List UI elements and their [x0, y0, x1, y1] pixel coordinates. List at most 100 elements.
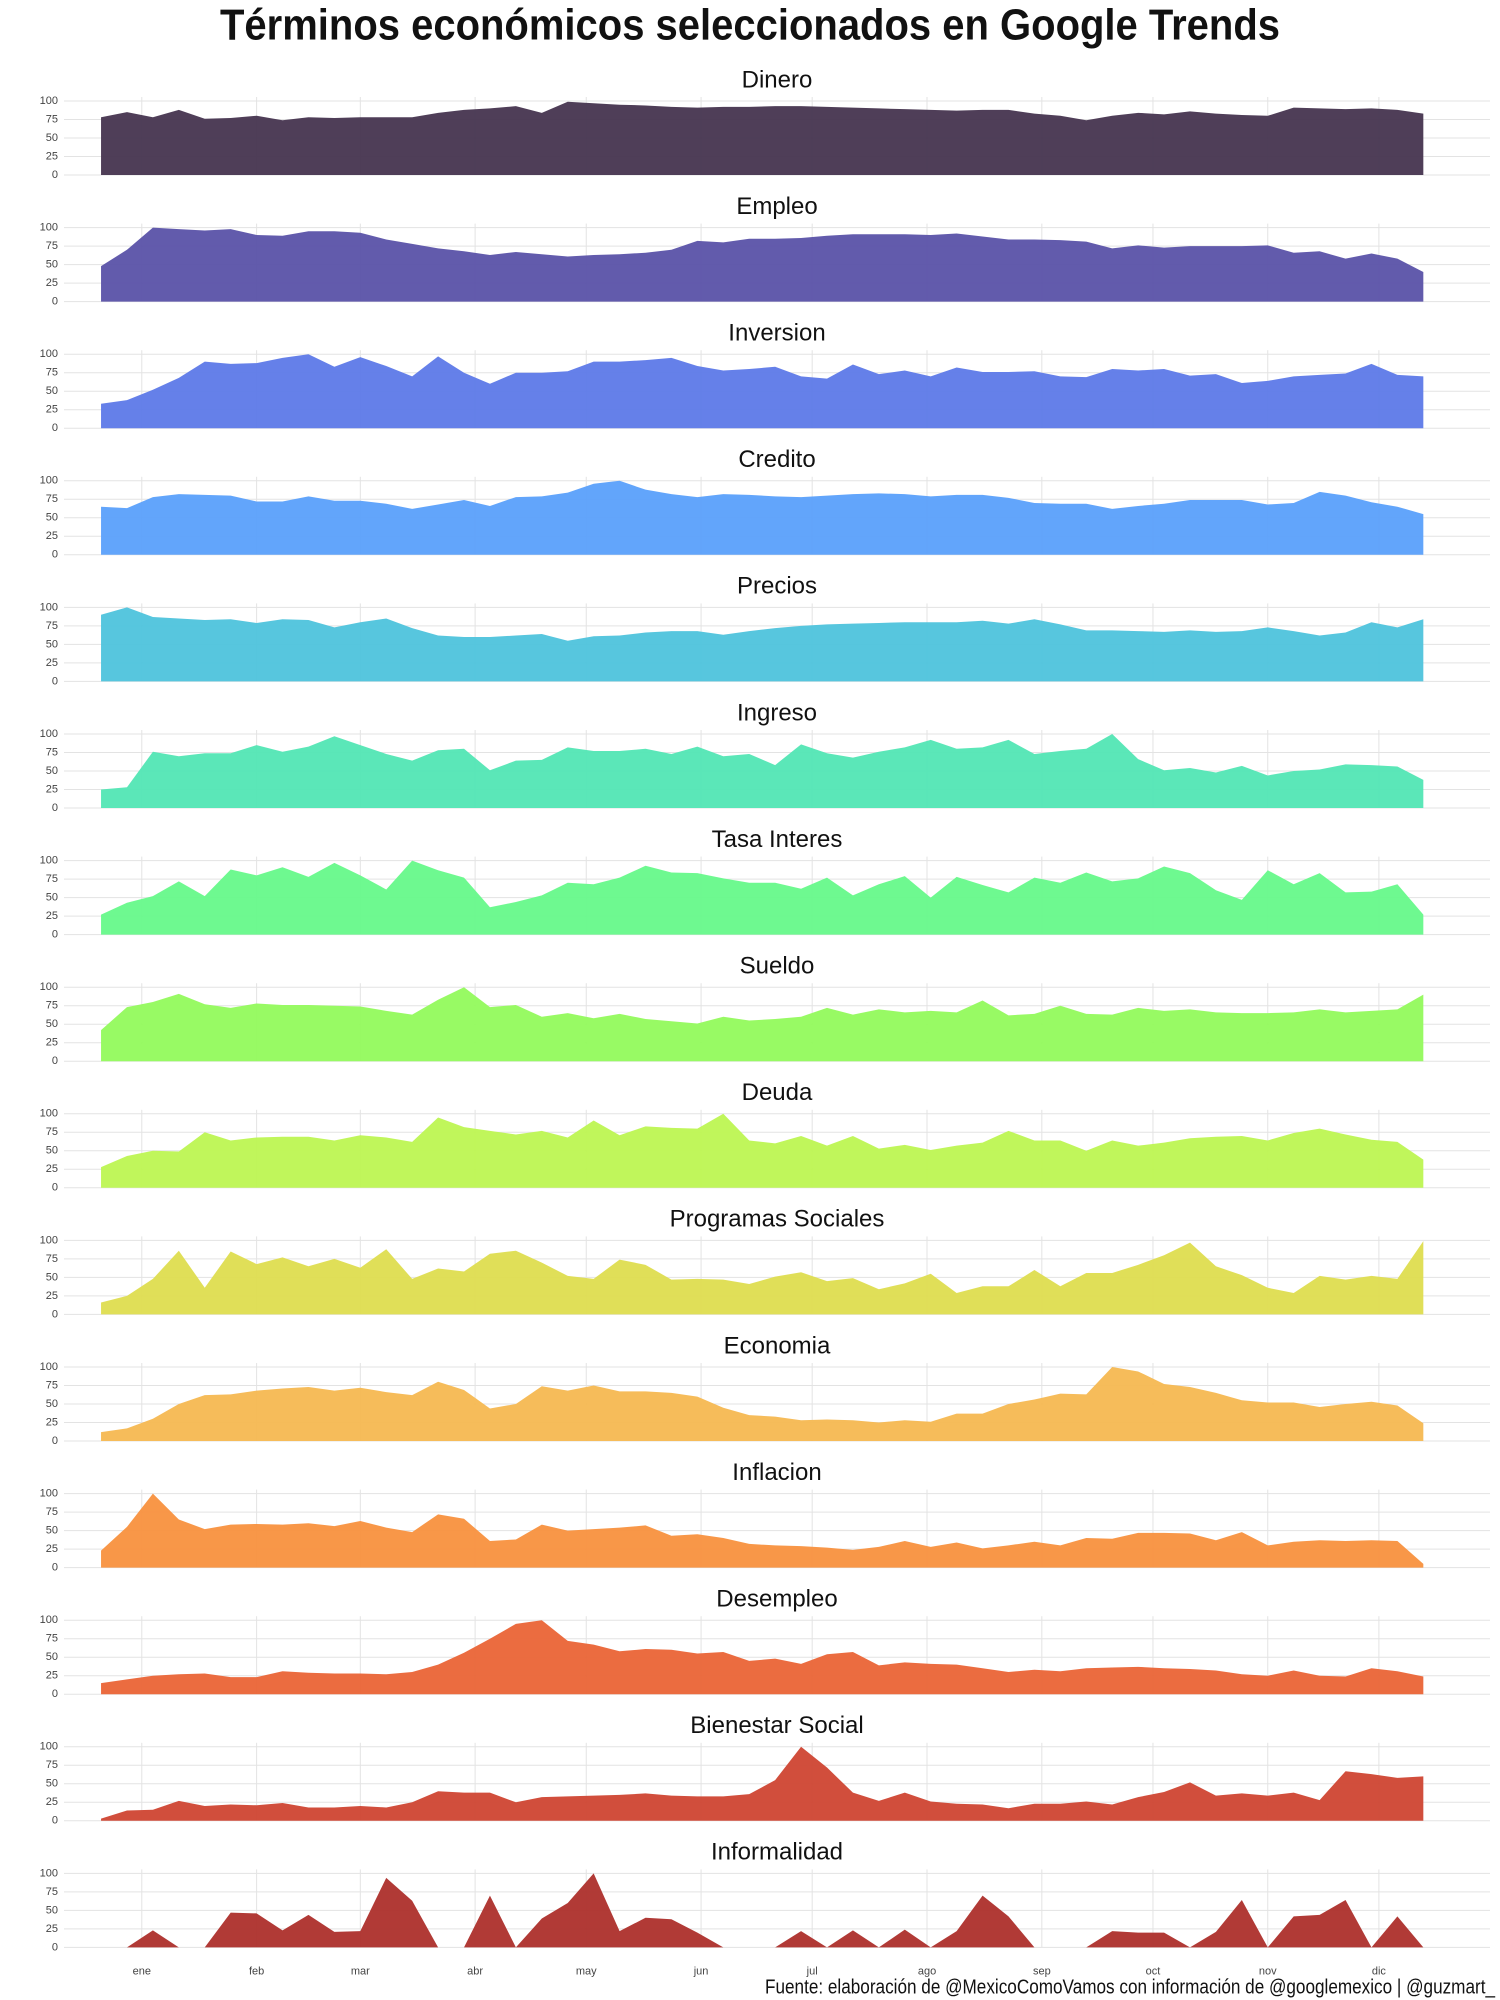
- panel-title: Precios: [737, 573, 817, 600]
- y-tick-label: 75: [46, 1000, 58, 1012]
- x-tick-label: ene: [133, 1965, 151, 1977]
- panel-title: Dinero: [742, 66, 813, 93]
- y-tick-label: 75: [46, 367, 58, 379]
- y-tick-label: 25: [46, 1923, 58, 1935]
- y-tick-label: 75: [46, 1379, 58, 1391]
- x-tick-label: abr: [467, 1965, 483, 1977]
- y-tick-label: 50: [46, 1904, 58, 1916]
- y-tick-label: 100: [40, 981, 58, 993]
- y-tick-label: 50: [46, 638, 58, 650]
- caption: Fuente: elaboración de @MexicoComoVamos …: [765, 1976, 1496, 1998]
- y-tick-label: 50: [46, 892, 58, 904]
- y-tick-label: 50: [46, 1651, 58, 1663]
- y-tick-label: 25: [46, 1037, 58, 1049]
- y-tick-label: 100: [40, 475, 58, 487]
- y-tick-label: 75: [46, 1633, 58, 1645]
- area: [101, 607, 1424, 682]
- x-tick-label: dic: [1372, 1965, 1387, 1977]
- panel-title: Empleo: [736, 193, 817, 220]
- y-tick-label: 100: [40, 222, 58, 234]
- panel-title: Credito: [738, 446, 815, 473]
- panel-title: Inflacion: [732, 1459, 821, 1486]
- area: [101, 480, 1424, 555]
- y-tick-label: 25: [46, 1290, 58, 1302]
- area: [101, 1746, 1424, 1821]
- area: [101, 101, 1424, 175]
- x-tick-label: sep: [1033, 1965, 1051, 1977]
- panel-title: Bienestar Social: [690, 1712, 863, 1739]
- x-tick-label: jul: [806, 1965, 818, 1977]
- y-tick-label: 25: [46, 1163, 58, 1175]
- y-tick-label: 0: [52, 1182, 58, 1194]
- chart-title: Términos económicos seleccionados en Goo…: [220, 1, 1280, 50]
- area: [101, 1620, 1424, 1695]
- y-tick-label: 100: [40, 1741, 58, 1753]
- area: [101, 1493, 1424, 1568]
- y-tick-label: 50: [46, 1018, 58, 1030]
- y-tick-label: 100: [40, 1361, 58, 1373]
- panel-title: Economia: [724, 1332, 831, 1359]
- x-tick-label: oct: [1146, 1965, 1161, 1977]
- y-tick-label: 75: [46, 493, 58, 505]
- area: [101, 734, 1424, 808]
- y-tick-label: 50: [46, 1271, 58, 1283]
- y-tick-label: 100: [40, 728, 58, 740]
- panel-title: Tasa Interes: [712, 826, 843, 853]
- y-tick-label: 0: [52, 1055, 58, 1067]
- y-tick-label: 75: [46, 873, 58, 885]
- y-tick-label: 75: [46, 240, 58, 252]
- y-tick-label: 25: [46, 1670, 58, 1682]
- y-tick-label: 25: [46, 150, 58, 162]
- y-tick-label: 75: [46, 746, 58, 758]
- area: [101, 227, 1424, 302]
- y-tick-label: 100: [40, 348, 58, 360]
- y-tick-label: 0: [52, 675, 58, 687]
- y-tick-label: 25: [46, 277, 58, 289]
- y-tick-label: 100: [40, 855, 58, 867]
- area: [101, 860, 1424, 935]
- panel-title: Desempleo: [716, 1586, 837, 1613]
- y-tick-label: 50: [46, 1398, 58, 1410]
- y-tick-label: 100: [40, 1488, 58, 1500]
- y-tick-label: 50: [46, 259, 58, 271]
- y-tick-label: 75: [46, 1886, 58, 1898]
- panel-title: Deuda: [742, 1079, 813, 1106]
- area: [101, 987, 1424, 1062]
- panel-title: Sueldo: [740, 953, 815, 980]
- y-tick-label: 100: [40, 95, 58, 107]
- area: [101, 1113, 1424, 1188]
- y-tick-label: 0: [52, 1941, 58, 1953]
- y-tick-label: 75: [46, 113, 58, 125]
- area: [101, 1873, 1424, 1948]
- area: [101, 1241, 1424, 1315]
- y-tick-label: 100: [40, 1867, 58, 1879]
- y-tick-label: 50: [46, 1778, 58, 1790]
- panel-title: Programas Sociales: [670, 1206, 885, 1233]
- x-tick-label: jun: [693, 1965, 709, 1977]
- panel-title: Inversion: [728, 320, 825, 347]
- y-tick-label: 0: [52, 1308, 58, 1320]
- y-tick-label: 50: [46, 1525, 58, 1537]
- y-tick-label: 50: [46, 385, 58, 397]
- y-tick-label: 75: [46, 1126, 58, 1138]
- y-tick-label: 0: [52, 1562, 58, 1574]
- y-tick-label: 50: [46, 765, 58, 777]
- y-tick-label: 0: [52, 296, 58, 308]
- y-tick-label: 50: [46, 1145, 58, 1157]
- x-tick-label: feb: [249, 1965, 264, 1977]
- y-tick-label: 100: [40, 1108, 58, 1120]
- y-tick-label: 100: [40, 601, 58, 613]
- y-tick-label: 0: [52, 802, 58, 814]
- y-tick-label: 25: [46, 657, 58, 669]
- y-tick-label: 0: [52, 1435, 58, 1447]
- x-tick-label: ago: [918, 1965, 936, 1977]
- y-tick-label: 75: [46, 1759, 58, 1771]
- y-tick-label: 75: [46, 620, 58, 632]
- y-tick-label: 100: [40, 1614, 58, 1626]
- y-tick-label: 25: [46, 404, 58, 416]
- y-tick-label: 25: [46, 1796, 58, 1808]
- y-tick-label: 50: [46, 512, 58, 524]
- y-tick-label: 50: [46, 132, 58, 144]
- area: [101, 354, 1424, 429]
